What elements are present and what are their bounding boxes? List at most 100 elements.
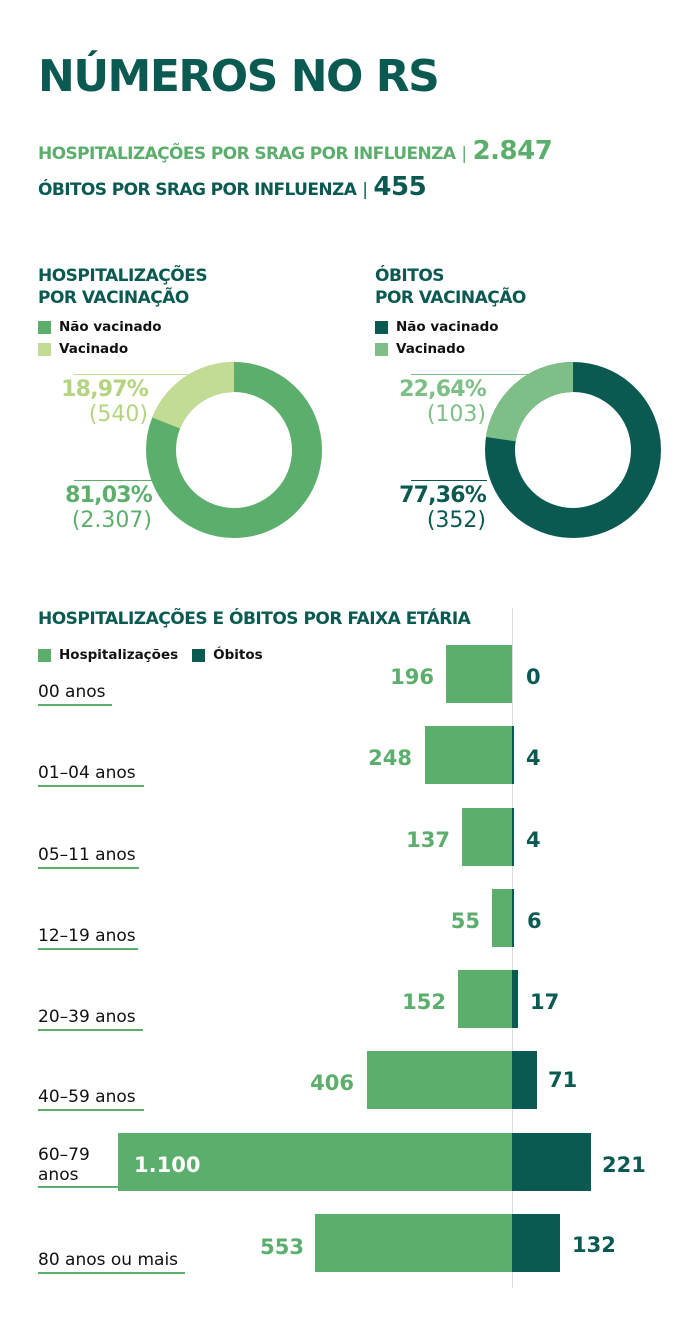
deaths-total: ÓBITOS POR SRAG POR INFLUENZA | 455 — [38, 172, 427, 202]
age-label: 00 anos — [38, 682, 106, 702]
age-row-05-11: 05–11 anos — [38, 845, 139, 869]
legend-item-vacinado: Vacinado — [375, 339, 499, 359]
legend-label: Óbitos — [213, 647, 263, 663]
value-hosp-12-19: 55 — [450, 909, 480, 933]
legend-swatch — [375, 320, 388, 334]
age-label: 12–19 anos — [38, 926, 136, 946]
legend-label: Vacinado — [59, 341, 129, 357]
deaths-vac-count: (103) — [426, 402, 486, 427]
title-line: ÓBITOS — [375, 266, 445, 286]
donut-slice-vacinado — [485, 361, 661, 538]
bar-obitos-40-59 — [512, 1051, 537, 1109]
deaths-nao-count: (352) — [426, 508, 486, 533]
leader-line — [74, 480, 152, 481]
page-title: NÚMEROS NO RS — [38, 51, 440, 102]
bar-hosp-00 — [446, 645, 512, 703]
legend-swatch — [375, 342, 388, 356]
leader-line — [411, 480, 487, 481]
value-obitos-60-79: 221 — [602, 1153, 646, 1177]
age-chart-title: HOSPITALIZAÇÕES E ÓBITOS POR FAIXA ETÁRI… — [38, 609, 471, 629]
deaths-vaccination-donut — [485, 361, 661, 538]
age-label: 05–11 anos — [38, 845, 136, 865]
legend-swatch — [38, 648, 51, 662]
hosp-vaccination-title: HOSPITALIZAÇÕES POR VACINAÇÃO — [38, 265, 208, 309]
age-label: 40–59 anos — [38, 1087, 136, 1107]
title-line: POR VACINAÇÃO — [38, 288, 189, 308]
legend-label: Vacinado — [396, 341, 466, 357]
legend-item-nao-vacinado: Não vacinado — [375, 317, 499, 337]
bar-hosp-05-11 — [462, 808, 512, 866]
bar-obitos-20-39 — [512, 970, 518, 1028]
age-row-12-19: 12–19 anos — [38, 926, 138, 950]
legend-item-nao-vacinado: Não vacinado — [38, 317, 162, 337]
legend-swatch — [192, 648, 206, 662]
value-obitos-20-39: 17 — [530, 990, 560, 1014]
deaths-value: 455 — [373, 172, 427, 202]
value-obitos-01-04: 4 — [526, 746, 541, 770]
leader-line — [74, 374, 234, 375]
age-row-80-plus: 80 anos ou mais — [38, 1250, 185, 1274]
bar-obitos-80-plus — [512, 1214, 560, 1272]
bar-hosp-01-04 — [425, 726, 512, 784]
deaths-vaccination-title: ÓBITOS POR VACINAÇÃO — [375, 265, 526, 309]
value-hosp-00: 196 — [390, 665, 434, 689]
bar-obitos-12-19 — [512, 889, 514, 947]
legend-label: Hospitalizações — [59, 647, 179, 663]
age-row-40-59: 40–59 anos — [38, 1087, 144, 1111]
bar-obitos-01-04 — [512, 726, 514, 784]
label-underline — [38, 867, 139, 869]
donut-slice-vacinado — [146, 362, 322, 538]
deaths-label: ÓBITOS POR SRAG POR INFLUENZA — [38, 180, 357, 200]
age-label: 80 anos ou mais — [38, 1250, 179, 1270]
value-hosp-40-59: 406 — [310, 1071, 354, 1095]
value-hosp-80-plus: 553 — [260, 1235, 304, 1259]
bar-obitos-05-11 — [512, 808, 514, 866]
age-label: 01–04 anos — [38, 763, 136, 783]
legend-label: Não vacinado — [59, 319, 162, 335]
title-line: POR VACINAÇÃO — [375, 288, 526, 308]
bar-obitos-60-79 — [512, 1133, 591, 1191]
bar-hosp-60-79 — [118, 1133, 512, 1191]
chart-axis — [512, 608, 513, 1288]
hosp-nao-pct: 81,03% — [65, 483, 153, 508]
value-hosp-01-04: 248 — [368, 746, 412, 770]
bar-hosp-80-plus — [315, 1214, 512, 1272]
separator: | — [362, 180, 368, 200]
value-hosp-20-39: 152 — [402, 990, 446, 1014]
label-underline — [38, 704, 112, 706]
bar-hosp-20-39 — [458, 970, 512, 1028]
hospitalizations-total: HOSPITALIZAÇÕES POR SRAG POR INFLUENZA | 2… — [38, 136, 553, 166]
age-label-line1: 60–79 — [38, 1145, 90, 1165]
bar-hosp-12-19 — [492, 889, 512, 947]
separator: | — [461, 144, 467, 164]
age-row-20-39: 20–39 anos — [38, 1007, 143, 1031]
label-underline — [38, 1272, 185, 1274]
label-underline — [38, 1109, 144, 1111]
leader-line — [411, 374, 571, 375]
label-underline — [38, 785, 144, 787]
legend-item-obitos: Óbitos — [192, 645, 263, 665]
hosp-vaccination-legend: Não vacinado Vacinado — [38, 317, 162, 359]
age-row-00: 00 anos — [38, 682, 112, 706]
value-hosp-05-11: 137 — [406, 828, 450, 852]
age-row-01-04: 01–04 anos — [38, 763, 144, 787]
value-obitos-40-59: 71 — [548, 1068, 578, 1092]
hospitalizations-value: 2.847 — [472, 136, 553, 166]
value-obitos-80-plus: 132 — [572, 1233, 616, 1257]
age-chart-legend: Hospitalizações Óbitos — [38, 645, 263, 665]
deaths-vac-pct: 22,64% — [399, 377, 487, 402]
legend-label: Não vacinado — [396, 319, 499, 335]
label-underline — [38, 948, 138, 950]
legend-item-hospitalizacoes: Hospitalizações — [38, 645, 178, 665]
age-label: 20–39 anos — [38, 1007, 136, 1027]
hosp-vac-pct: 18,97% — [61, 377, 149, 402]
age-label-line2: anos — [38, 1165, 79, 1185]
age-row-60-79: 60–79 anos — [38, 1145, 118, 1188]
hosp-vaccination-donut — [146, 362, 322, 538]
hosp-nao-count: (2.307) — [71, 508, 152, 533]
label-underline — [38, 1029, 143, 1031]
label-underline — [38, 1186, 118, 1188]
legend-swatch — [38, 320, 51, 334]
value-obitos-00: 0 — [526, 665, 541, 689]
hosp-vac-count: (540) — [88, 402, 148, 427]
